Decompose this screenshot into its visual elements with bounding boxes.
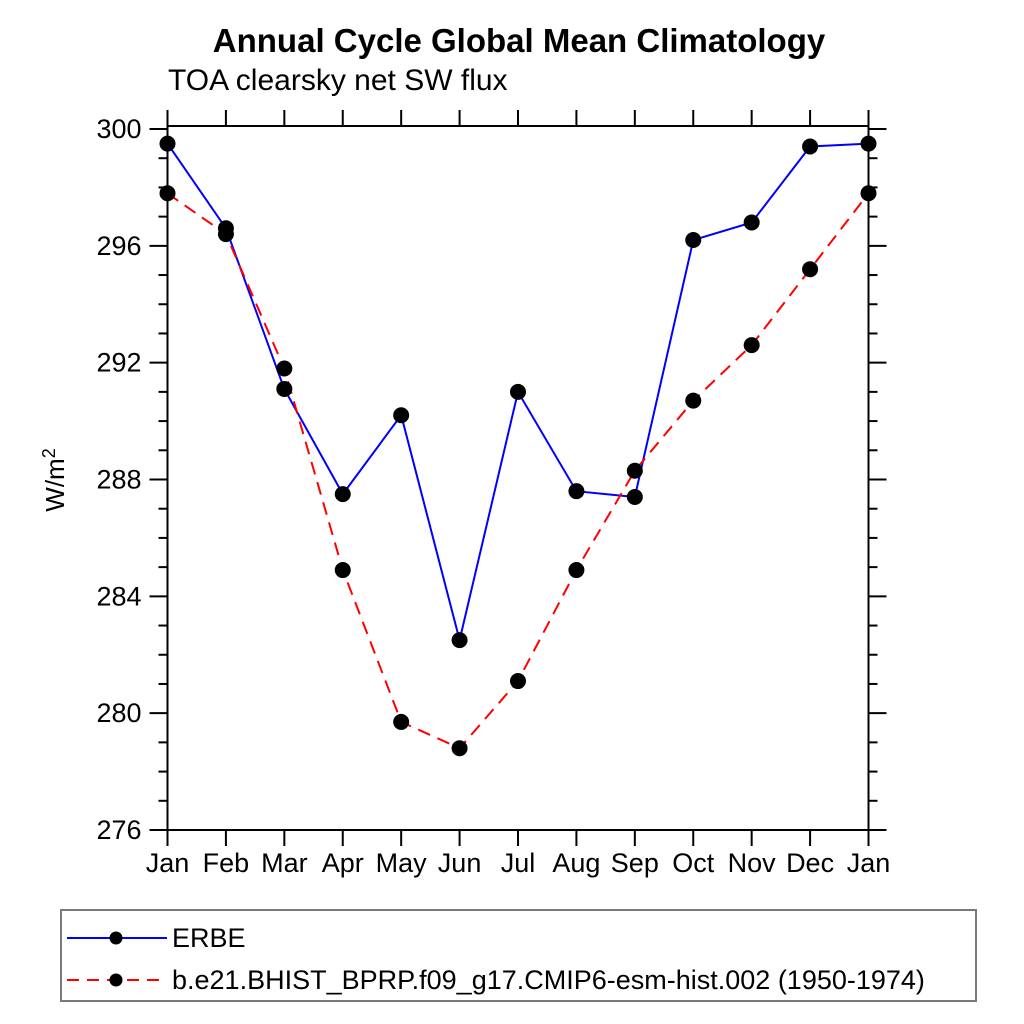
data-point-marker — [802, 261, 819, 278]
x-axis-tick-label: Feb — [203, 848, 250, 878]
data-point-marker — [860, 185, 877, 202]
legend: ERBE b.e21.BHIST_BPRP.f09_g17.CMIP6-esm-… — [60, 909, 977, 1002]
x-axis-tick-label: Jan — [847, 848, 891, 878]
x-axis-tick-label: Sep — [611, 848, 659, 878]
data-point-marker — [626, 462, 643, 479]
data-point-marker — [451, 740, 468, 757]
plot-frame — [166, 125, 870, 831]
chart-subtitle: TOA clearsky net SW flux — [168, 64, 508, 97]
data-point-marker — [802, 138, 819, 155]
x-axis-tick-label: Aug — [552, 848, 600, 878]
erbe-line-sample-icon — [67, 931, 167, 945]
legend-item-model: b.e21.BHIST_BPRP.f09_g17.CMIP6-esm-hist.… — [64, 964, 925, 995]
x-axis-tick-label: Oct — [672, 848, 715, 878]
data-point-marker — [159, 135, 176, 152]
data-point-marker — [568, 562, 585, 579]
y-axis-tick-label: 288 — [96, 465, 141, 495]
data-point-marker — [334, 486, 351, 503]
data-point-marker — [451, 632, 468, 649]
legend-label-erbe: ERBE — [172, 922, 246, 953]
y-axis-tick-label: 300 — [96, 114, 141, 144]
x-axis-tick-label: Mar — [261, 848, 308, 878]
data-point-marker — [393, 407, 410, 424]
x-axis-tick-label: Jan — [146, 848, 190, 878]
chart-title: Annual Cycle Global Mean Climatology — [212, 22, 826, 59]
data-point-marker — [685, 392, 702, 409]
data-point-marker — [860, 135, 877, 152]
data-point-marker — [334, 562, 351, 579]
data-point-marker — [276, 380, 293, 397]
legend-label-model: b.e21.BHIST_BPRP.f09_g17.CMIP6-esm-hist.… — [172, 964, 925, 995]
y-axis-tick-label: 284 — [96, 581, 141, 611]
data-point-marker — [393, 713, 410, 730]
y-axis-tick-label: 296 — [96, 231, 141, 261]
model-line-sample-icon — [67, 973, 167, 987]
y-axis-tick-label: 280 — [96, 698, 141, 728]
data-point-marker — [743, 214, 760, 231]
data-point-marker — [626, 489, 643, 506]
data-point-marker — [685, 231, 702, 248]
y-axis-tick-label: 292 — [96, 348, 141, 378]
x-axis-tick-label: Jun — [438, 848, 482, 878]
data-point-marker — [276, 360, 293, 377]
x-axis-tick-label: May — [376, 848, 428, 878]
data-point-marker — [217, 226, 234, 243]
data-point-marker — [159, 185, 176, 202]
model-line — [166, 192, 870, 750]
y-axis-tick-label: 276 — [96, 815, 141, 845]
data-point-marker — [510, 383, 526, 400]
data-point-marker — [568, 483, 585, 500]
x-axis-tick-label: Apr — [322, 848, 364, 878]
y-axis-title: W/m2 — [39, 448, 70, 511]
data-point-marker — [743, 337, 760, 354]
legend-item-erbe: ERBE — [64, 922, 246, 953]
x-axis-tick-label: Nov — [728, 848, 777, 878]
x-axis-tick-label: Dec — [786, 848, 834, 878]
data-point-marker — [510, 673, 526, 690]
x-axis-tick-label: Jul — [501, 848, 536, 878]
